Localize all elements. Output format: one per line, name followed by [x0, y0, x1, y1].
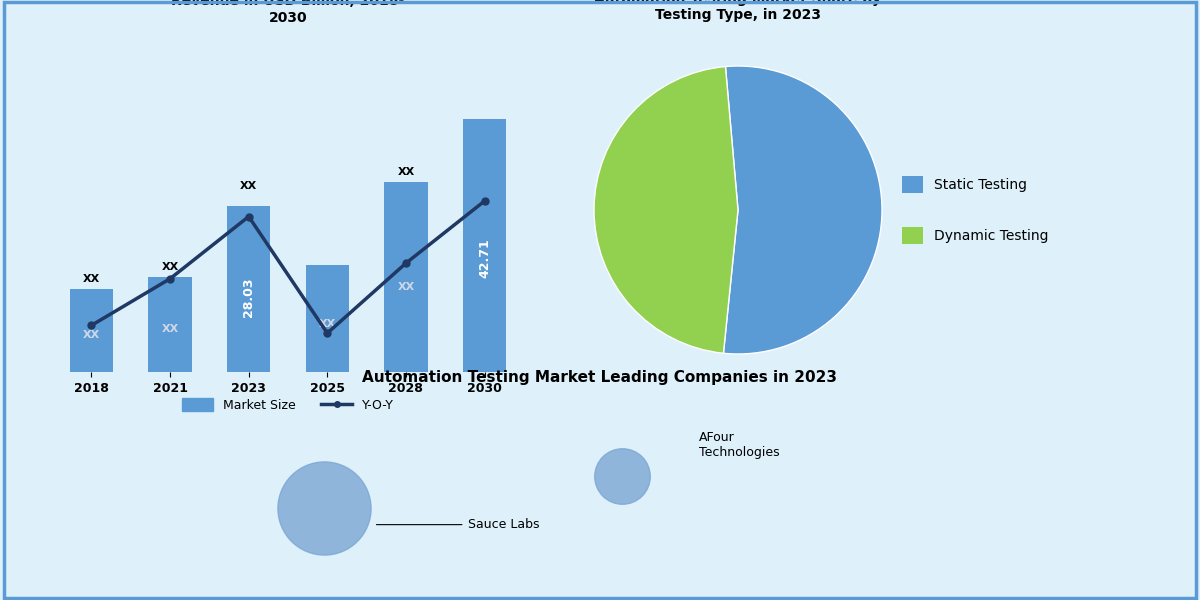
- Text: XX: XX: [162, 324, 179, 334]
- Title: Automation Testing Market Leading Companies in 2023: Automation Testing Market Leading Compan…: [362, 370, 838, 385]
- Text: XX: XX: [162, 262, 179, 272]
- Bar: [306, 265, 349, 372]
- Text: 42.71: 42.71: [478, 238, 491, 278]
- Text: Sauce Labs: Sauce Labs: [377, 518, 539, 531]
- Point: [612, 471, 631, 481]
- Text: XX: XX: [83, 329, 100, 340]
- Title: Automation Testing Market
Revenue in USD Billion, 2018-
2030: Automation Testing Market Revenue in USD…: [172, 0, 404, 25]
- Text: AFour
Technologies: AFour Technologies: [700, 431, 780, 460]
- Wedge shape: [594, 67, 738, 353]
- Legend: Market Size, Y-O-Y: Market Size, Y-O-Y: [176, 394, 400, 417]
- Text: XX: XX: [319, 319, 336, 329]
- Text: XX: XX: [240, 181, 257, 191]
- Bar: [384, 182, 427, 372]
- Bar: [463, 119, 506, 372]
- Title: Automation Testing Market Share by
Testing Type, in 2023: Automation Testing Market Share by Testi…: [594, 0, 882, 22]
- Point: [314, 503, 334, 513]
- Text: XX: XX: [397, 167, 414, 178]
- Bar: [149, 277, 192, 372]
- Bar: [227, 206, 270, 372]
- Legend: Static Testing, Dynamic Testing: Static Testing, Dynamic Testing: [896, 170, 1054, 250]
- Text: 28.03: 28.03: [242, 277, 256, 317]
- Text: XX: XX: [397, 281, 414, 292]
- Bar: [70, 289, 113, 372]
- Wedge shape: [724, 66, 882, 354]
- Text: XX: XX: [83, 274, 100, 284]
